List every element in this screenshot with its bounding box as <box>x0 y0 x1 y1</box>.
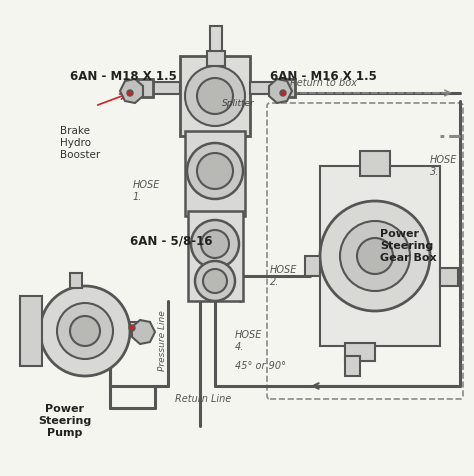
Text: 6AN - 5/8-16: 6AN - 5/8-16 <box>130 235 212 248</box>
Circle shape <box>129 325 135 331</box>
Bar <box>185 131 245 216</box>
Text: 45° or 90°: 45° or 90° <box>235 361 286 371</box>
Bar <box>207 51 225 66</box>
Bar <box>135 79 153 97</box>
Bar <box>360 151 390 176</box>
Text: HOSE
4.: HOSE 4. <box>235 330 263 352</box>
Circle shape <box>320 201 430 311</box>
Circle shape <box>191 220 239 268</box>
Text: Return Line: Return Line <box>175 394 231 404</box>
Bar <box>20 296 42 366</box>
Text: HOSE
1.: HOSE 1. <box>133 180 160 202</box>
Bar <box>277 79 295 97</box>
Text: 6AN - M16 X 1.5: 6AN - M16 X 1.5 <box>270 69 377 82</box>
Circle shape <box>195 261 235 301</box>
Bar <box>305 256 320 276</box>
Text: HOSE
3.: HOSE 3. <box>430 155 457 177</box>
Bar <box>345 343 375 361</box>
Text: Splitter: Splitter <box>222 99 255 109</box>
Polygon shape <box>120 79 143 103</box>
Bar <box>210 26 222 56</box>
Circle shape <box>280 90 286 96</box>
Circle shape <box>127 90 133 96</box>
Circle shape <box>203 269 227 293</box>
Text: Brake
Hydro
Booster: Brake Hydro Booster <box>60 127 100 159</box>
Polygon shape <box>269 79 292 103</box>
Text: 6AN - M18 X 1.5: 6AN - M18 X 1.5 <box>70 69 177 82</box>
Circle shape <box>70 316 100 346</box>
Bar <box>345 356 360 376</box>
Bar <box>70 273 82 288</box>
Text: HOSE
2.: HOSE 2. <box>270 265 297 287</box>
Bar <box>188 211 243 301</box>
Bar <box>250 82 280 94</box>
Bar <box>150 82 180 94</box>
Circle shape <box>197 78 233 114</box>
Circle shape <box>201 230 229 258</box>
Circle shape <box>40 286 130 376</box>
Circle shape <box>357 238 393 274</box>
Circle shape <box>340 221 410 291</box>
Text: Pressure Line: Pressure Line <box>158 311 167 371</box>
Circle shape <box>197 153 233 189</box>
Bar <box>320 166 440 346</box>
Bar <box>180 56 250 136</box>
Text: Return to box: Return to box <box>290 78 357 88</box>
Text: Power
Steering
Gear Box: Power Steering Gear Box <box>380 229 437 263</box>
Circle shape <box>57 303 113 359</box>
Circle shape <box>187 143 243 199</box>
Circle shape <box>185 66 245 126</box>
Bar <box>130 322 150 334</box>
Polygon shape <box>132 320 155 344</box>
Bar <box>440 268 458 286</box>
Text: Power
Steering
Pump: Power Steering Pump <box>38 405 91 437</box>
